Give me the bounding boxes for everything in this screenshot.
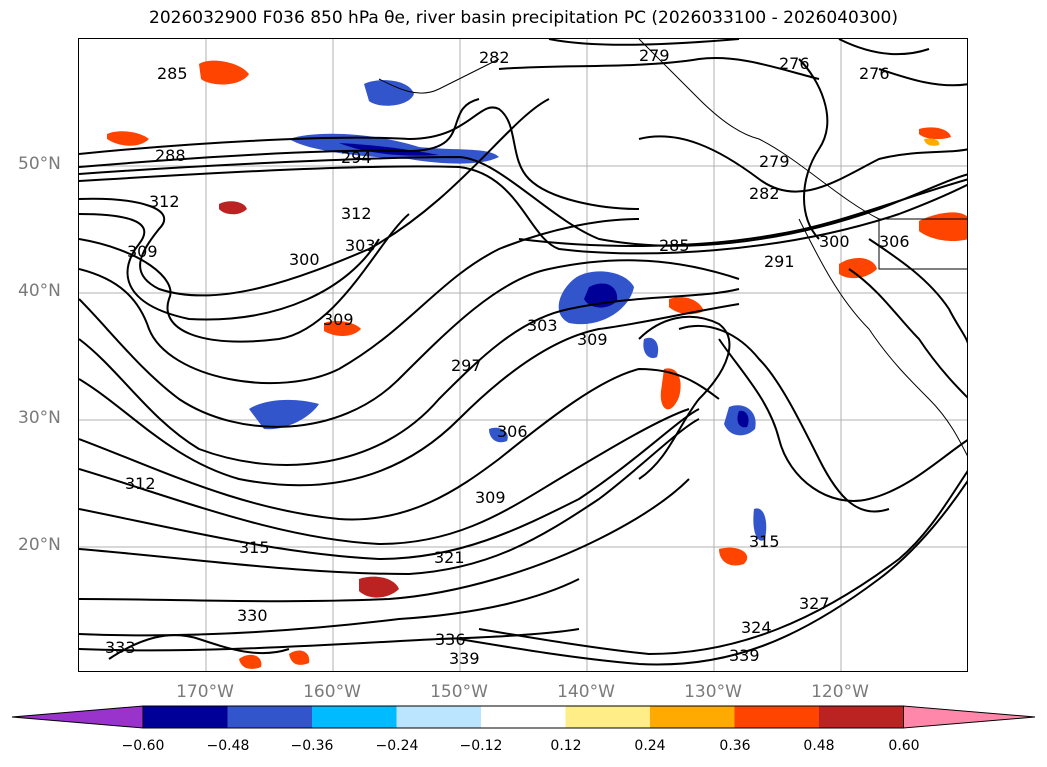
colorbar-tick: −0.48 bbox=[206, 738, 250, 754]
contour-label: 285 bbox=[157, 64, 188, 83]
colorbar-extend-low bbox=[11, 705, 144, 729]
contour-label: 327 bbox=[799, 594, 830, 613]
theta-e-contours bbox=[79, 39, 967, 666]
contour-label: 303 bbox=[345, 236, 376, 255]
colorbar-tick: −0.24 bbox=[375, 738, 419, 754]
lon-label-150w: 150°W bbox=[430, 682, 488, 702]
contour-label: 279 bbox=[639, 46, 670, 65]
colorbar-tick: 0.36 bbox=[719, 738, 751, 754]
contour-label: 294 bbox=[341, 148, 372, 167]
contour-label: 285 bbox=[659, 236, 690, 255]
colorbar-bin bbox=[227, 706, 313, 728]
lon-label-130w: 130°W bbox=[684, 682, 742, 702]
graticule bbox=[79, 39, 967, 671]
contour-label: 276 bbox=[779, 54, 810, 73]
contour-label: 330 bbox=[237, 606, 268, 625]
lon-label-160w: 160°W bbox=[303, 682, 361, 702]
colorbar-tick: −0.12 bbox=[459, 738, 503, 754]
colorbar-tick: 0.48 bbox=[803, 738, 835, 754]
contour-label: 303 bbox=[527, 316, 558, 335]
lat-label-30: 30°N bbox=[18, 408, 61, 428]
contour-label: 324 bbox=[741, 618, 772, 637]
lat-label-40: 40°N bbox=[18, 281, 61, 301]
lat-label-50: 50°N bbox=[18, 154, 61, 174]
contour-label: 282 bbox=[749, 184, 780, 203]
contour-label: 315 bbox=[749, 532, 780, 551]
colorbar-extend-high bbox=[903, 705, 1036, 729]
contour-label: 312 bbox=[149, 192, 180, 211]
precip-shading bbox=[107, 60, 967, 669]
colorbar-bin bbox=[650, 706, 735, 728]
contour-label: 309 bbox=[323, 310, 354, 329]
colorbar-bin bbox=[481, 706, 566, 728]
colorbar-bin bbox=[734, 706, 820, 728]
colorbar-outline bbox=[142, 705, 904, 729]
contour-label: 282 bbox=[479, 48, 510, 67]
contour-label: 306 bbox=[497, 422, 528, 441]
contour-label: 339 bbox=[729, 646, 760, 665]
contour-label: 309 bbox=[577, 330, 608, 349]
colorbar-tick: −0.36 bbox=[290, 738, 334, 754]
contour-label: 309 bbox=[127, 242, 158, 261]
map-panel: 285 288 312 309 312 303 300 309 297 303 … bbox=[78, 38, 968, 672]
map-canvas: 285 288 312 309 312 303 300 309 297 303 … bbox=[79, 39, 967, 671]
contour-label: 309 bbox=[475, 488, 506, 507]
colorbar-tick: 0.24 bbox=[634, 738, 666, 754]
contour-label: 312 bbox=[341, 204, 372, 223]
lon-label-140w: 140°W bbox=[557, 682, 615, 702]
colorbar-bin bbox=[143, 706, 228, 728]
contour-label: 312 bbox=[125, 474, 156, 493]
contour-label: 321 bbox=[434, 548, 465, 567]
lon-label-170w: 170°W bbox=[176, 682, 234, 702]
contour-label: 297 bbox=[451, 356, 482, 375]
coastlines bbox=[378, 39, 967, 457]
lat-label-20: 20°N bbox=[18, 535, 61, 555]
lon-label-120w: 120°W bbox=[811, 682, 869, 702]
contour-label: 288 bbox=[155, 146, 186, 165]
contour-label: 333 bbox=[105, 638, 136, 657]
colorbar-bin bbox=[565, 706, 651, 728]
contour-label: 300 bbox=[819, 232, 850, 251]
contour-label: 291 bbox=[764, 252, 795, 271]
contour-label: 300 bbox=[289, 250, 320, 269]
contour-label: 279 bbox=[759, 152, 790, 171]
colorbar-tick: −0.60 bbox=[121, 738, 165, 754]
colorbar-bin bbox=[312, 706, 397, 728]
colorbar-bin bbox=[396, 706, 482, 728]
contour-label: 336 bbox=[435, 630, 466, 649]
contour-label: 306 bbox=[879, 232, 910, 251]
plot-title: 2026032900 F036 850 hPa θe, river basin … bbox=[149, 8, 898, 28]
contour-labels: 285 288 312 309 312 303 300 309 297 303 … bbox=[105, 46, 910, 668]
colorbar bbox=[11, 705, 1036, 729]
contour-label: 339 bbox=[449, 649, 480, 668]
contour-label: 276 bbox=[859, 64, 890, 83]
colorbar-bin bbox=[819, 706, 904, 728]
colorbar-tick: 0.60 bbox=[888, 738, 920, 754]
colorbar-tick: 0.12 bbox=[550, 738, 582, 754]
contour-label: 315 bbox=[239, 538, 270, 557]
